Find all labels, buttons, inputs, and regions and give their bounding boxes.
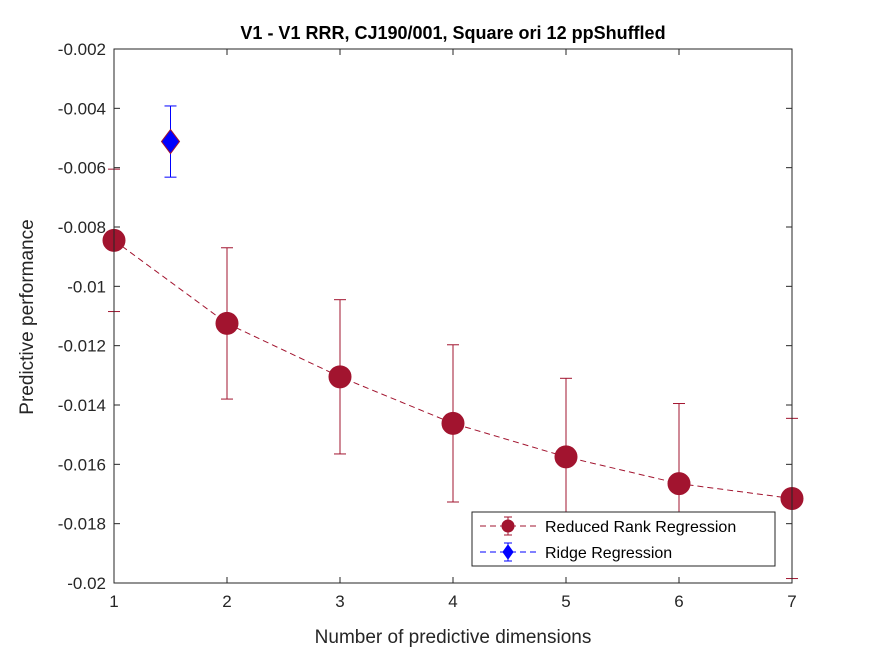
x-tick-label: 7	[787, 592, 796, 611]
y-tick-label: -0.018	[58, 515, 106, 534]
legend: Reduced Rank Regression Ridge Regression	[471, 511, 776, 567]
data-point	[328, 365, 352, 389]
x-axis-label: Number of predictive dimensions	[315, 627, 592, 648]
data-point	[215, 311, 239, 335]
plot-background	[114, 49, 792, 583]
data-point	[160, 128, 181, 155]
y-tick-label: -0.002	[58, 40, 106, 59]
y-tick-label: -0.02	[67, 574, 106, 593]
x-tick-label: 5	[561, 592, 570, 611]
x-tick-label: 2	[222, 592, 231, 611]
y-tick-label: -0.006	[58, 159, 106, 178]
legend-item-ridge-regression: Ridge Regression	[480, 542, 672, 562]
x-tick-label: 6	[674, 592, 683, 611]
x-tick-label: 1	[109, 592, 118, 611]
plot-area	[102, 49, 804, 583]
chart-title: V1 - V1 RRR, CJ190/001, Square ori 12 pp…	[240, 23, 665, 43]
data-point	[667, 472, 691, 496]
legend-label: Reduced Rank Regression	[545, 519, 736, 536]
data-point	[554, 445, 578, 469]
y-tick-label: -0.01	[67, 277, 106, 296]
series-ridge-regression	[160, 105, 181, 178]
data-point	[441, 411, 465, 435]
x-tick-label: 3	[335, 592, 344, 611]
axes: 1 2 3 4 5 6 7 -0.02 -0.018 -0.016 -0.014 -0.012 -0.0…	[58, 40, 797, 611]
x-tick-label: 4	[448, 592, 457, 611]
y-axis-label: Predictive performance	[17, 219, 38, 414]
legend-label: Ridge Regression	[545, 545, 672, 562]
y-tick-label: -0.008	[58, 218, 106, 237]
legend-item-reduced-rank-regression: Reduced Rank Regression	[480, 516, 736, 536]
y-tick-label: -0.012	[58, 337, 106, 356]
y-tick-label: -0.004	[58, 99, 106, 118]
legend-box	[471, 511, 776, 567]
y-tick-label: -0.014	[58, 396, 106, 415]
legend-marker	[501, 519, 515, 533]
legend-marker	[502, 544, 514, 560]
y-tick-label: -0.016	[58, 455, 106, 474]
